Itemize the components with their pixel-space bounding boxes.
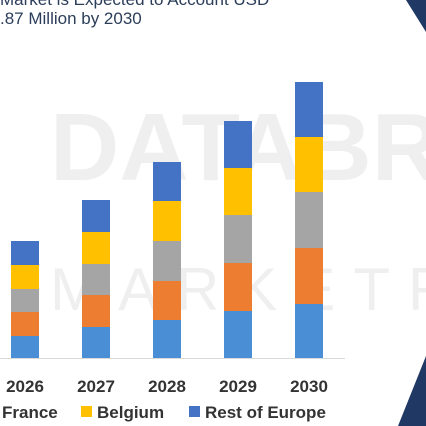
- x-tick-label-2028: 2028: [148, 377, 186, 396]
- corner-decoration-top-right: [406, 0, 426, 32]
- chart-title-line-2: .87 Million by 2030: [0, 9, 142, 28]
- bar-segment-2027-series-3: [82, 264, 110, 295]
- bar-segment-2028-series-4: [153, 201, 181, 241]
- bar-segment-2026-series-3: [11, 289, 39, 312]
- x-tick-label-2029: 2029: [219, 377, 257, 396]
- bar-segment-2030-series-3: [295, 192, 323, 248]
- bar-segment-2030-series-5: [295, 82, 323, 137]
- bar-segment-2029-series-1: [224, 311, 252, 358]
- legend-label-3: Rest of Europe: [205, 403, 326, 422]
- bar-segment-2030-series-1: [295, 304, 323, 358]
- legend-swatch-2: [81, 406, 92, 417]
- x-tick-label-2030: 2030: [290, 377, 328, 396]
- bar-segment-2026-series-1: [11, 336, 39, 358]
- bar-segment-2028-series-1: [153, 320, 181, 358]
- bar-segment-2029-series-5: [224, 121, 252, 168]
- bar-segment-2026-series-2: [11, 312, 39, 336]
- bar-segment-2027-series-5: [82, 200, 110, 232]
- bar-segment-2028-series-2: [153, 281, 181, 320]
- x-tick-label-2027: 2027: [77, 377, 115, 396]
- bar-segment-2029-series-2: [224, 263, 252, 311]
- bar-segment-2028-series-5: [153, 162, 181, 201]
- legend-label-1: France: [2, 403, 58, 422]
- bar-segment-2030-series-4: [295, 137, 323, 192]
- bar-segment-2026-series-4: [11, 265, 39, 289]
- bar-segment-2027-series-1: [82, 327, 110, 358]
- legend-swatch-3: [189, 406, 200, 417]
- chart-title-line-1: Market is Expected to Account USD: [0, 0, 269, 10]
- bar-segment-2030-series-2: [295, 248, 323, 304]
- corner-decoration-bottom-right: [398, 356, 426, 426]
- bar-segment-2027-series-4: [82, 232, 110, 264]
- x-tick-label-2026: 2026: [6, 377, 44, 396]
- bar-segment-2029-series-3: [224, 215, 252, 263]
- bar-segment-2027-series-2: [82, 295, 110, 327]
- bar-segment-2028-series-3: [153, 241, 181, 281]
- legend-label-2: Belgium: [97, 403, 164, 422]
- bar-segment-2026-series-5: [11, 241, 39, 265]
- bar-segment-2029-series-4: [224, 168, 252, 215]
